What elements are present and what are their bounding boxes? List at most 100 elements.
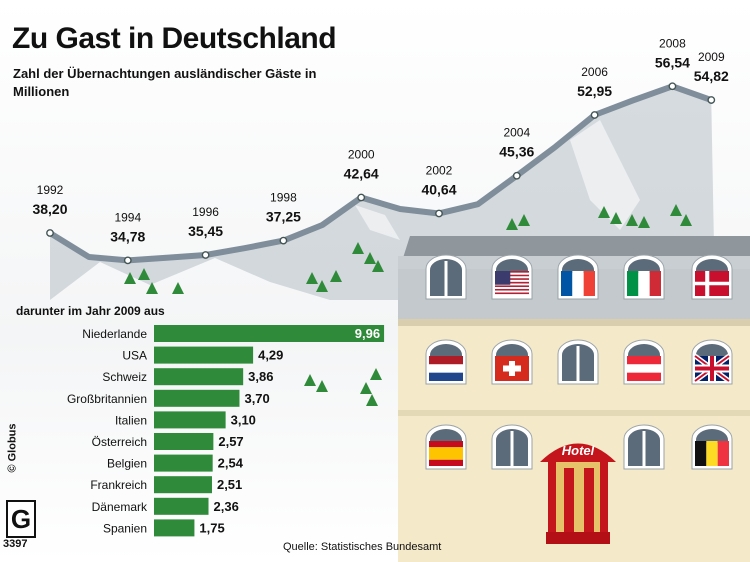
year-label: 2006 [581,65,608,79]
flag-part [495,278,529,280]
bar-category-label: Schweiz [102,370,147,384]
window-glass [628,344,660,358]
hotel-window [691,254,733,300]
tree-icon [506,218,518,230]
data-point [201,251,210,259]
flag-part [706,441,718,466]
value-label: 56,54 [655,54,690,70]
flag-part [717,441,729,466]
hotel-ledge [398,319,750,326]
flag-part [429,441,463,448]
tree-icon [626,214,638,226]
window-glass [696,259,728,273]
flag-part [627,271,639,296]
bar-value-label: 2,36 [214,499,239,514]
france-flag [561,271,595,296]
tree-icon [370,368,382,380]
hotel-window [557,339,599,385]
value-label: 45,36 [499,144,534,160]
austria-flag [627,356,661,381]
tree-icon [372,260,384,272]
year-label: 1996 [192,205,219,219]
flag-part [429,356,463,365]
flag-part [695,366,729,371]
flag-part [495,294,529,296]
bar-chart-title: darunter im Jahr 2009 aus [16,304,165,318]
bar-value-label: 3,70 [244,391,269,406]
hotel-window [623,424,665,470]
bar [154,519,195,537]
data-point [279,236,288,245]
flag-part [627,372,661,381]
bar [154,325,385,342]
window-glass [628,259,660,273]
flag-part [561,271,573,296]
bar-chart: Niederlande 9,96 USA 4,29 Schweiz 3,86 Großbri… [67,325,385,537]
bar-category-label: Italien [115,413,147,427]
hotel-window [491,339,533,385]
publisher-credit: © Globus [6,423,19,473]
data-point [357,193,366,202]
door-pillar [564,468,574,534]
line-chart: 1992 38,20 1994 34,78 1996 35,45 1998 37,25 2000… [32,36,729,265]
bar-category-label: Frankreich [90,478,147,492]
year-label: 1992 [37,183,64,197]
flag-part [495,271,511,285]
tree-icon [316,280,328,292]
tree-icon [138,268,150,280]
flag-part [695,281,729,286]
hotel-window [557,254,599,300]
globus-logo: G [6,500,36,538]
usa-flag [495,271,529,296]
italy-flag [627,271,661,296]
tree-icon [598,206,610,218]
bar [154,411,226,429]
bar-value-label: 3,10 [231,412,256,427]
tree-icon [610,212,622,224]
window-glass [430,344,462,358]
globus-logo-letter: G [10,504,32,534]
tree-icon [364,252,376,264]
value-label: 38,20 [32,201,67,217]
flag-part [495,274,529,277]
bar-category-label: USA [122,349,147,363]
data-point [435,209,443,218]
window-mullion [642,431,646,466]
belgium-flag [695,441,729,466]
snow-cap [355,205,400,240]
flag-part [495,279,529,282]
bar [154,497,209,515]
hotel-illustration: Hotel [398,236,750,562]
hotel-roof [403,236,750,258]
bar-value-label: 2,51 [217,477,242,492]
flag-part [495,283,529,286]
bar [154,346,254,364]
hotel-window [691,424,733,470]
bar-value-label: 4,29 [258,348,283,363]
value-label: 52,95 [577,83,612,99]
flag-part [429,447,463,460]
window-glass [496,344,528,358]
tree-icon [366,394,378,406]
tree-icon [330,270,342,282]
hotel-window [491,424,533,470]
tree-icon [304,374,316,386]
switzerland-flag [495,356,529,381]
tree-icon [518,214,530,226]
source-note: Quelle: Statistisches Bundesamt [283,541,442,553]
flag-part [583,271,595,296]
series-line [48,83,713,264]
bar-category-label: Österreich [92,435,147,449]
tree-icon [306,272,318,284]
bar-value-label: 1,75 [199,520,224,535]
window-mullion [444,261,448,296]
data-point [707,96,716,104]
graphic-number: 3397 [3,538,28,550]
tree-icon [638,216,650,228]
bar-value-label: 2,54 [218,456,244,471]
chart-subtitle: Zahl der Übernachtungen ausländischer Gä… [13,66,317,99]
uk-flag [693,353,731,384]
tree-icon [670,204,682,216]
window-glass [696,344,728,358]
